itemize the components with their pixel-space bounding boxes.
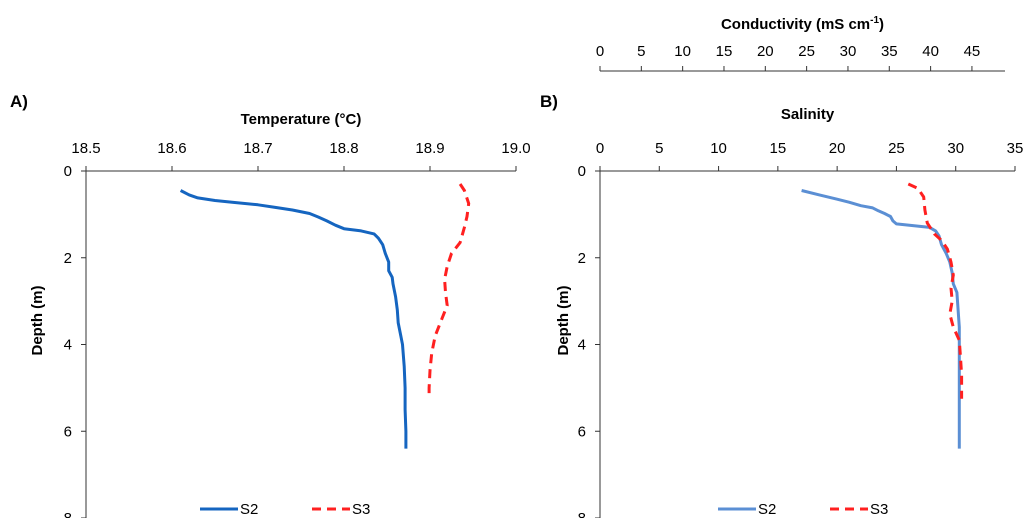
secondary-title-superscript: -1 — [870, 15, 879, 26]
x-tick-label: 25 — [888, 140, 905, 157]
x-tick-label: 5 — [655, 140, 663, 157]
x-tick-label: 20 — [829, 140, 846, 157]
x-tick-label: 19.0 — [501, 140, 530, 157]
x-tick-label: 18.8 — [329, 140, 358, 157]
secondary-x-tick-label: 30 — [840, 43, 857, 60]
y-axis-title: Depth (m) — [29, 286, 46, 356]
x-axis-title: Salinity — [781, 106, 835, 123]
y-axis-title: Depth (m) — [555, 286, 572, 356]
y-tick-label: 0 — [64, 163, 72, 180]
y-tick-label: 6 — [578, 423, 586, 440]
x-tick-label: 15 — [770, 140, 787, 157]
x-tick-label: 0 — [596, 140, 604, 157]
secondary-x-tick-label: 15 — [716, 43, 733, 60]
series-line-s3 — [427, 183, 471, 397]
panel-label: B) — [540, 92, 558, 111]
secondary-x-tick-label: 45 — [964, 43, 981, 60]
series-line-s2 — [179, 189, 408, 449]
secondary-x-tick-label: 25 — [798, 43, 815, 60]
secondary-x-tick-label: 35 — [881, 43, 898, 60]
x-tick-label: 18.5 — [71, 140, 100, 157]
x-tick-label: 18.9 — [415, 140, 444, 157]
series-line-s3 — [907, 182, 964, 399]
secondary-title-prefix: Conductivity (mS cm — [721, 16, 870, 33]
secondary-x-tick-label: 0 — [596, 43, 604, 60]
x-tick-label: 18.7 — [243, 140, 272, 157]
y-tick-label: 6 — [64, 423, 72, 440]
x-tick-label: 10 — [710, 140, 727, 157]
legend-label-s2: S2 — [758, 501, 776, 518]
secondary-x-tick-label: 10 — [674, 43, 691, 60]
panel-label: A) — [10, 92, 28, 111]
x-axis-title: Temperature (°C) — [241, 111, 362, 128]
x-tick-label: 30 — [947, 140, 964, 157]
x-tick-label: 18.6 — [157, 140, 186, 157]
panel-b-salinity-chart: B) Salinity 0 5 10 15 20 25 30 35 0 2 4 6 8 Depth (m) S2… — [540, 15, 1023, 518]
y-tick-label: 4 — [578, 337, 586, 354]
series-line-s2 — [801, 189, 961, 449]
y-tick-label: 8 — [578, 510, 586, 518]
secondary-title-suffix: ) — [879, 16, 884, 33]
x-tick-label: 35 — [1007, 140, 1024, 157]
legend-label-s3: S3 — [352, 501, 370, 518]
secondary-x-tick-label: 20 — [757, 43, 774, 60]
y-tick-label: 2 — [578, 250, 586, 267]
secondary-x-tick-label: 40 — [922, 43, 939, 60]
panel-a-temperature-chart: A) Temperature (°C) 18.5 18.6 18.7 18.8 18.9 19… — [10, 92, 531, 518]
y-tick-label: 8 — [64, 510, 72, 518]
secondary-x-tick-label: 5 — [637, 43, 645, 60]
legend-label-s3: S3 — [870, 501, 888, 518]
y-tick-label: 2 — [64, 250, 72, 267]
y-tick-label: 4 — [64, 337, 72, 354]
secondary-x-axis-title: Conductivity (mS cm-1) — [721, 15, 884, 33]
y-tick-label: 0 — [578, 163, 586, 180]
legend-label-s2: S2 — [240, 501, 258, 518]
